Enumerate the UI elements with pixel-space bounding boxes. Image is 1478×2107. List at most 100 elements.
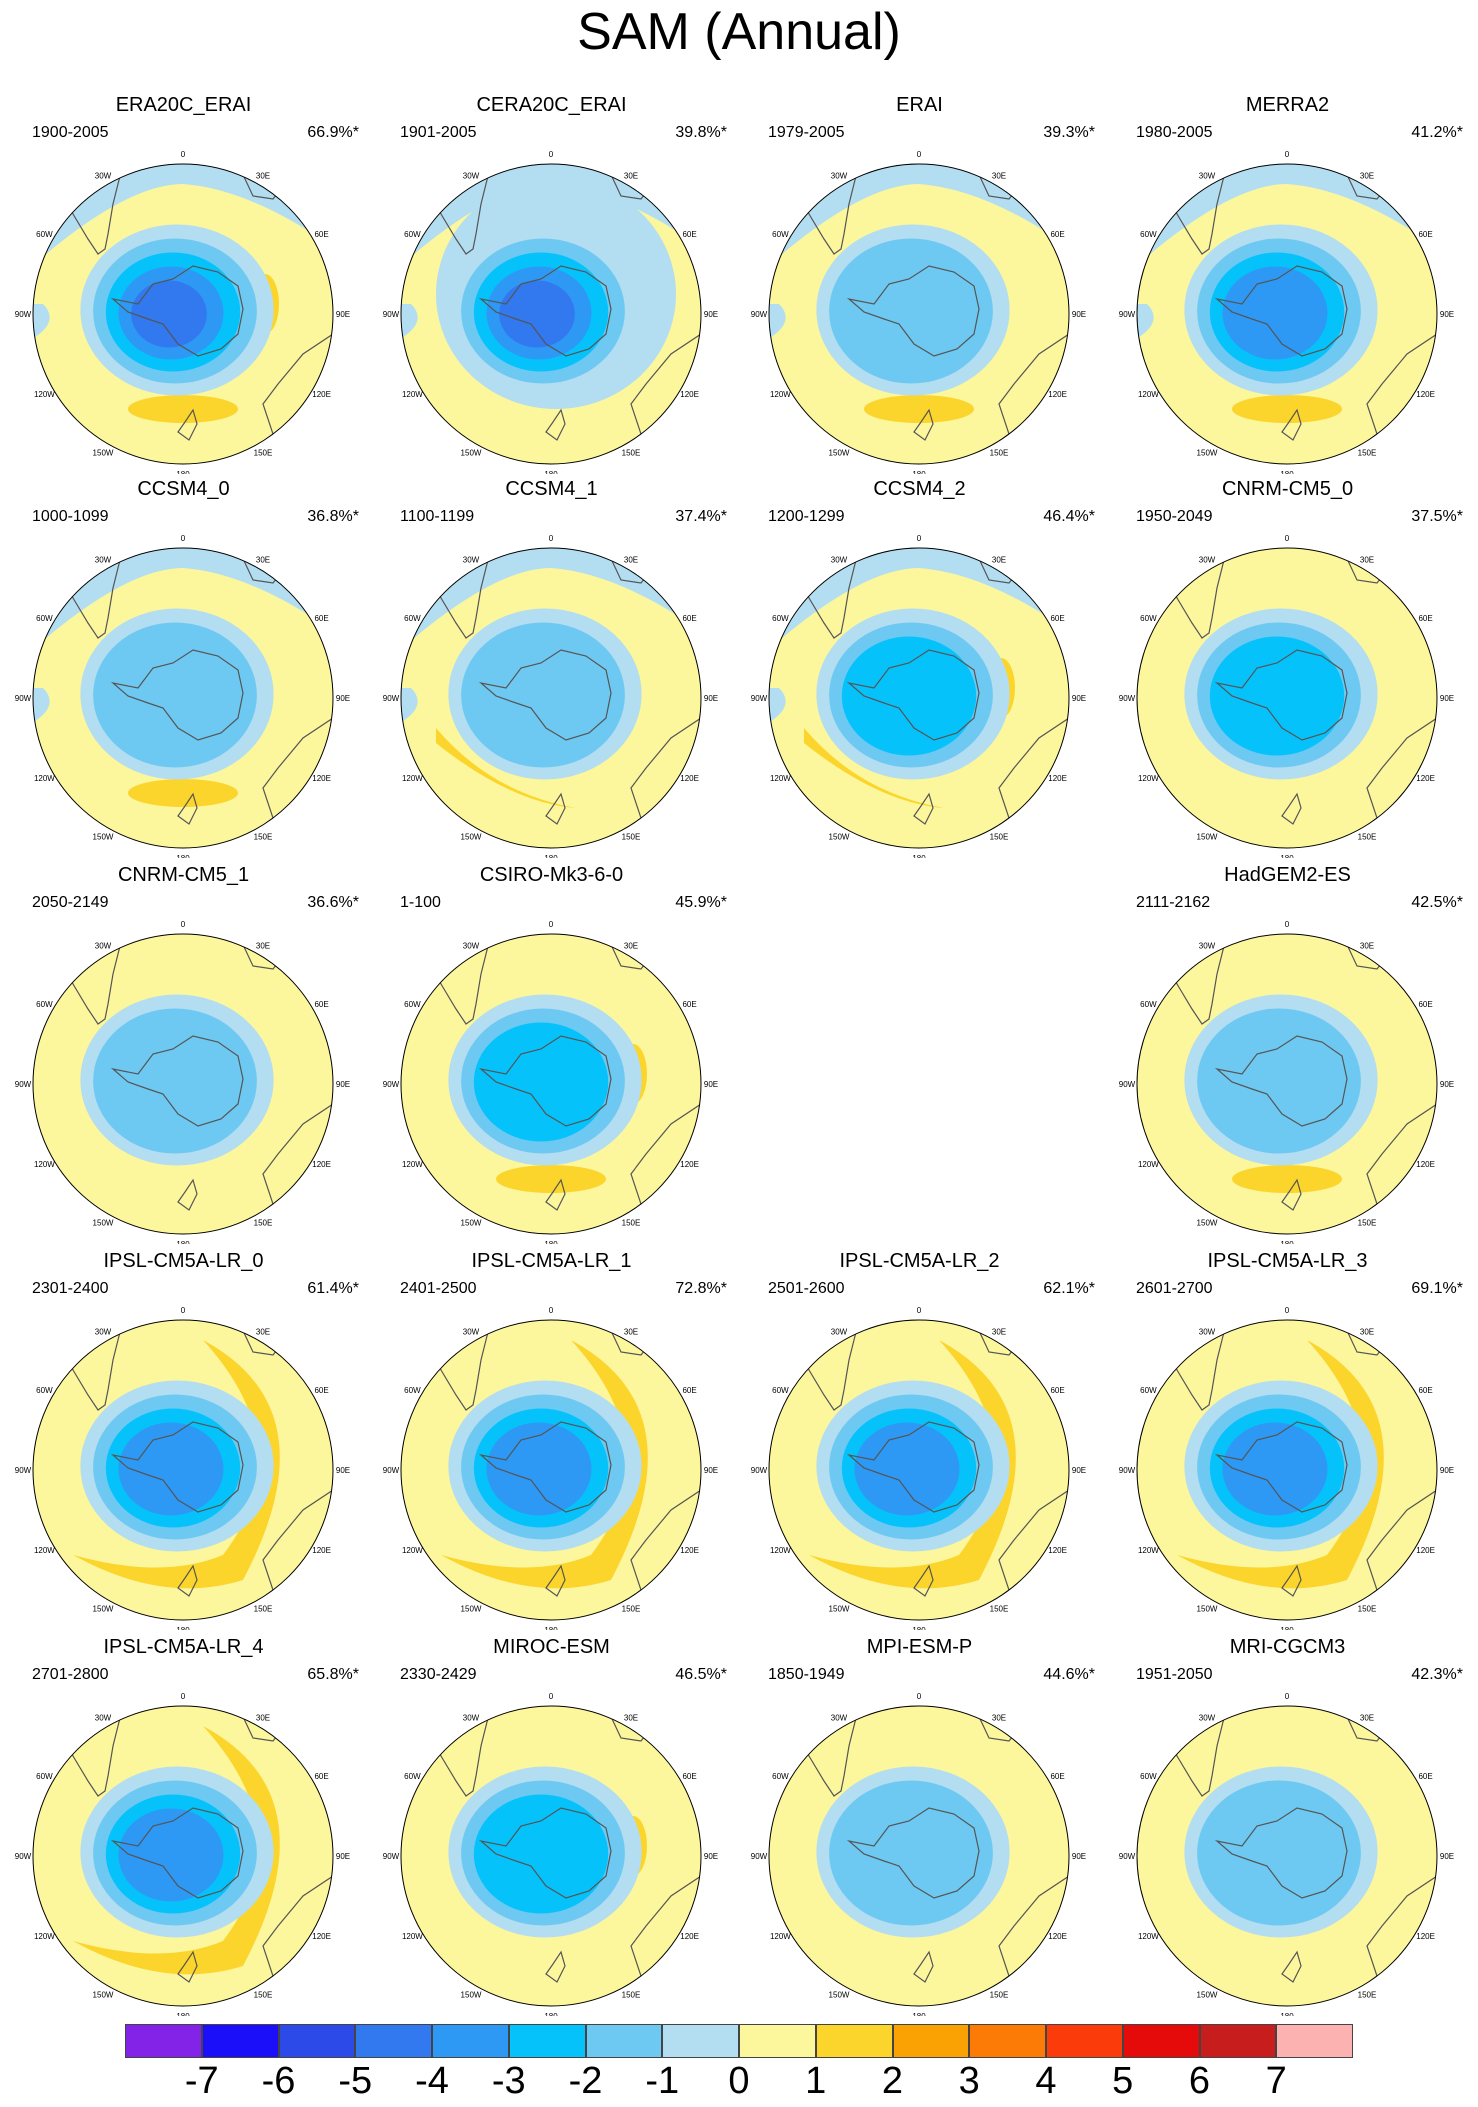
longitude-label: 30E bbox=[1360, 1713, 1374, 1722]
panel-period: 1950-2049 bbox=[1136, 508, 1213, 525]
longitude-label: 90W bbox=[15, 1852, 32, 1861]
longitude-label: 150W bbox=[461, 1219, 482, 1228]
panel-title: IPSL-CM5A-LR_2 bbox=[839, 1250, 1000, 1272]
longitude-label: 150W bbox=[1197, 449, 1218, 458]
colorbar-label: -3 bbox=[491, 2060, 526, 2102]
panel-period: 1200-1299 bbox=[768, 508, 845, 525]
map-panel: ERAI 1979-2005 39.3%* 0 30E 60E 90E 120E 150E 180… bbox=[736, 94, 1103, 474]
longitude-label: 120W bbox=[34, 1160, 55, 1169]
longitude-label: 120W bbox=[1138, 390, 1159, 399]
panel-variance: 44.6%* bbox=[1043, 1666, 1095, 1683]
new-zealand-coastline bbox=[913, 792, 934, 825]
longitude-label: 30E bbox=[1360, 171, 1374, 180]
map-border bbox=[1136, 547, 1438, 849]
longitude-label: 60W bbox=[404, 1386, 421, 1395]
colorbar-swatch bbox=[585, 2024, 663, 2058]
negative-anomaly-ring bbox=[473, 1794, 609, 1914]
longitude-label: 60E bbox=[1418, 1000, 1432, 1009]
longitude-label: 60W bbox=[772, 1386, 789, 1395]
panel-variance: 37.4%* bbox=[675, 508, 727, 525]
longitude-label: 90W bbox=[751, 310, 768, 319]
panel-variance: 61.4%* bbox=[307, 1280, 359, 1297]
map-panel: MIROC-ESM 2330-2429 46.5%* 0 30E 60E 90E 120E 15… bbox=[368, 1636, 735, 2016]
colorbar bbox=[125, 2024, 1353, 2058]
panel-title: CSIRO-Mk3-6-0 bbox=[479, 864, 624, 886]
longitude-label: 0 bbox=[181, 920, 186, 929]
polar-map: 0 30E 60E 90E 120E 150E 180 150W 120W 90W 60W 30W bbox=[1119, 534, 1454, 858]
longitude-label: 90E bbox=[1440, 1852, 1454, 1861]
longitude-label: 90W bbox=[751, 1466, 768, 1475]
longitude-label: 0 bbox=[1285, 1306, 1290, 1315]
longitude-label: 150E bbox=[622, 1605, 641, 1614]
longitude-label: 60E bbox=[1050, 614, 1064, 623]
longitude-label: 180 bbox=[1280, 1626, 1294, 1630]
longitude-label: 60E bbox=[682, 614, 696, 623]
longitude-label: 60W bbox=[772, 614, 789, 623]
longitude-label: 30W bbox=[831, 171, 848, 180]
negative-outer-band bbox=[769, 688, 786, 728]
panel-period: 2050-2149 bbox=[32, 894, 109, 911]
longitude-label: 120W bbox=[770, 774, 791, 783]
panel-period: 2301-2400 bbox=[32, 1280, 109, 1297]
panel-period: 1951-2050 bbox=[1136, 1666, 1213, 1683]
new-zealand-coastline bbox=[545, 1178, 566, 1211]
panel-title: CCSM4_2 bbox=[873, 478, 966, 500]
longitude-label: 150W bbox=[93, 1991, 114, 2000]
longitude-label: 150W bbox=[1197, 833, 1218, 842]
new-zealand-coastline bbox=[545, 1950, 566, 1983]
longitude-label: 180 bbox=[544, 1240, 558, 1244]
longitude-label: 120W bbox=[402, 390, 423, 399]
negative-outer-band bbox=[1137, 304, 1154, 344]
longitude-label: 120W bbox=[34, 1546, 55, 1555]
map-panel: MERRA2 1980-2005 41.2%* 0 30E 60E 90E 120E 150E 1… bbox=[1104, 94, 1471, 474]
longitude-label: 60E bbox=[682, 1000, 696, 1009]
colorbar-swatch bbox=[355, 2024, 432, 2058]
new-zealand-coastline bbox=[545, 792, 566, 825]
longitude-label: 150E bbox=[254, 449, 273, 458]
colorbar-label: -1 bbox=[645, 2060, 680, 2102]
panel-title: CCSM4_1 bbox=[505, 478, 598, 500]
polar-map: 0 30E 60E 90E 120E 150E 180 150W 120W 90W 60W 30W bbox=[15, 534, 350, 858]
antarctica-coastline bbox=[846, 1807, 980, 1899]
negative-outer-band bbox=[33, 688, 50, 728]
longitude-label: 30W bbox=[95, 1713, 112, 1722]
colorbar-label: 1 bbox=[805, 2060, 827, 2102]
longitude-label: 150E bbox=[1358, 449, 1377, 458]
longitude-label: 120E bbox=[312, 774, 331, 783]
longitude-label: 30E bbox=[256, 1713, 270, 1722]
polar-map: 0 30E 60E 90E 120E 150E 180 150W 120W 90W 60W 30W bbox=[751, 150, 1086, 474]
new-zealand-coastline bbox=[1281, 1564, 1302, 1597]
new-zealand-coastline bbox=[1281, 1950, 1302, 1983]
longitude-label: 30E bbox=[256, 1327, 270, 1336]
longitude-label: 30E bbox=[624, 555, 638, 564]
longitude-label: 120E bbox=[312, 390, 331, 399]
longitude-label: 90E bbox=[1072, 1466, 1086, 1475]
longitude-label: 60W bbox=[36, 1000, 53, 1009]
polar-map: 0 30E 60E 90E 120E 150E 180 150W 120W 90W 60W 30W bbox=[383, 1692, 718, 2016]
longitude-label: 60W bbox=[36, 1772, 53, 1781]
longitude-label: 30W bbox=[95, 171, 112, 180]
longitude-label: 30W bbox=[1199, 1713, 1216, 1722]
longitude-label: 90E bbox=[336, 694, 350, 703]
map-border bbox=[32, 1705, 334, 2007]
new-zealand-coastline bbox=[913, 1950, 934, 1983]
longitude-label: 120E bbox=[1416, 1932, 1435, 1941]
longitude-label: 120W bbox=[402, 1932, 423, 1941]
longitude-label: 60E bbox=[314, 614, 328, 623]
longitude-label: 60E bbox=[1050, 230, 1064, 239]
longitude-label: 150W bbox=[1197, 1219, 1218, 1228]
longitude-label: 120W bbox=[34, 390, 55, 399]
longitude-label: 30E bbox=[256, 555, 270, 564]
antarctica-coastline bbox=[110, 649, 244, 741]
new-zealand-coastline bbox=[177, 1950, 198, 1983]
longitude-label: 90W bbox=[1119, 1852, 1136, 1861]
panel-variance: 42.3%* bbox=[1411, 1666, 1463, 1683]
panel-variance: 36.6%* bbox=[307, 894, 359, 911]
longitude-label: 150E bbox=[254, 1991, 273, 2000]
map-panel: IPSL-CM5A-LR_4 2701-2800 65.8%* 0 30E 60E 90E 1… bbox=[0, 1636, 367, 2016]
longitude-label: 0 bbox=[181, 534, 186, 543]
positive-anomaly-lobe bbox=[864, 395, 974, 423]
panel-variance: 41.2%* bbox=[1411, 124, 1463, 141]
longitude-label: 0 bbox=[917, 1692, 922, 1701]
panel-title: CERA20C_ERAI bbox=[476, 94, 627, 116]
